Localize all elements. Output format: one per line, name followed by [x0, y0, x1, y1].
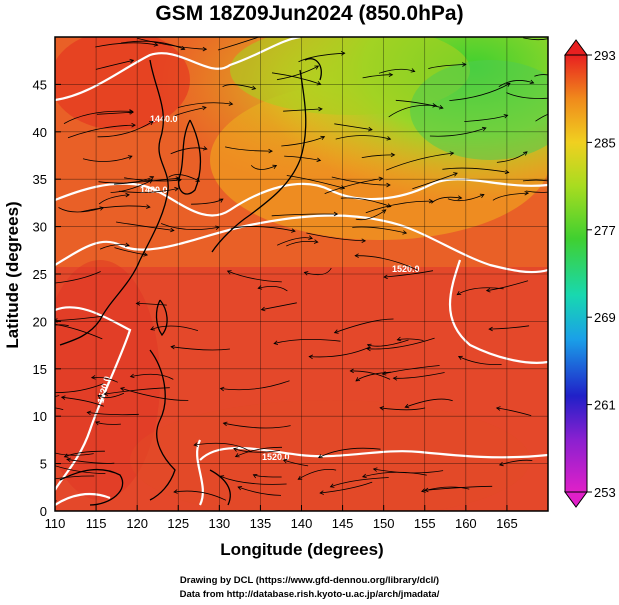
x-tick-label: 165 [496, 516, 518, 531]
y-tick-label: 40 [33, 125, 47, 140]
y-tick-label: 35 [33, 172, 47, 187]
credit-drawing: Drawing by DCL (https://www.gfd-dennou.o… [179, 575, 440, 586]
x-tick-label: 125 [167, 516, 189, 531]
y-axis-title: Latitude (degrees) [3, 201, 22, 348]
x-tick-label: 140 [291, 516, 313, 531]
coastlines [59, 58, 322, 506]
temperature-field: 1440.0 1480.0 1520.0 1520.0 1520.0 [55, 37, 548, 511]
x-tick-label: 145 [332, 516, 354, 531]
map-title: GSM 18Z09Jun2024 (850.0hPa) [155, 2, 464, 25]
x-axis-title: Longitude (degrees) [220, 540, 383, 559]
x-tick-label: 130 [208, 516, 230, 531]
colorbar-tick-label: 261 [594, 398, 616, 413]
colorbar-tick-label: 269 [594, 310, 616, 325]
x-axis: 110 115 120 125 130 135 140 145 150 155 160 165 [45, 505, 518, 531]
y-tick-label: 15 [33, 362, 47, 377]
credit-data: Data from http://database.rish.kyoto-u.a… [179, 589, 440, 600]
y-axis: 0 5 10 15 20 25 30 35 40 45 [33, 77, 61, 519]
x-tick-label: 160 [455, 516, 477, 531]
graticule [55, 37, 548, 511]
colorbar-tick-label: 285 [594, 135, 616, 150]
y-tick-label: 0 [40, 504, 47, 519]
colorbar: 293 285 277 269 261 253 [564, 39, 616, 508]
svg-text:1520.0: 1520.0 [392, 264, 420, 274]
y-tick-label: 20 [33, 314, 47, 329]
x-tick-label: 115 [86, 516, 107, 531]
svg-text:1480.0: 1480.0 [140, 185, 168, 195]
y-tick-label: 45 [33, 77, 47, 92]
svg-text:1520.0: 1520.0 [262, 452, 290, 462]
colorbar-tick-label: 277 [594, 223, 616, 238]
colorbar-tick-label: 293 [594, 48, 616, 63]
y-tick-label: 5 [40, 457, 47, 472]
colorbar-tick-label: 253 [594, 485, 616, 500]
x-tick-label: 110 [45, 516, 66, 531]
x-tick-label: 120 [126, 516, 148, 531]
y-tick-label: 10 [33, 409, 47, 424]
x-tick-label: 155 [414, 516, 436, 531]
y-tick-label: 30 [33, 220, 47, 235]
y-tick-label: 25 [33, 267, 47, 282]
x-tick-label: 135 [250, 516, 272, 531]
x-tick-label: 150 [373, 516, 395, 531]
